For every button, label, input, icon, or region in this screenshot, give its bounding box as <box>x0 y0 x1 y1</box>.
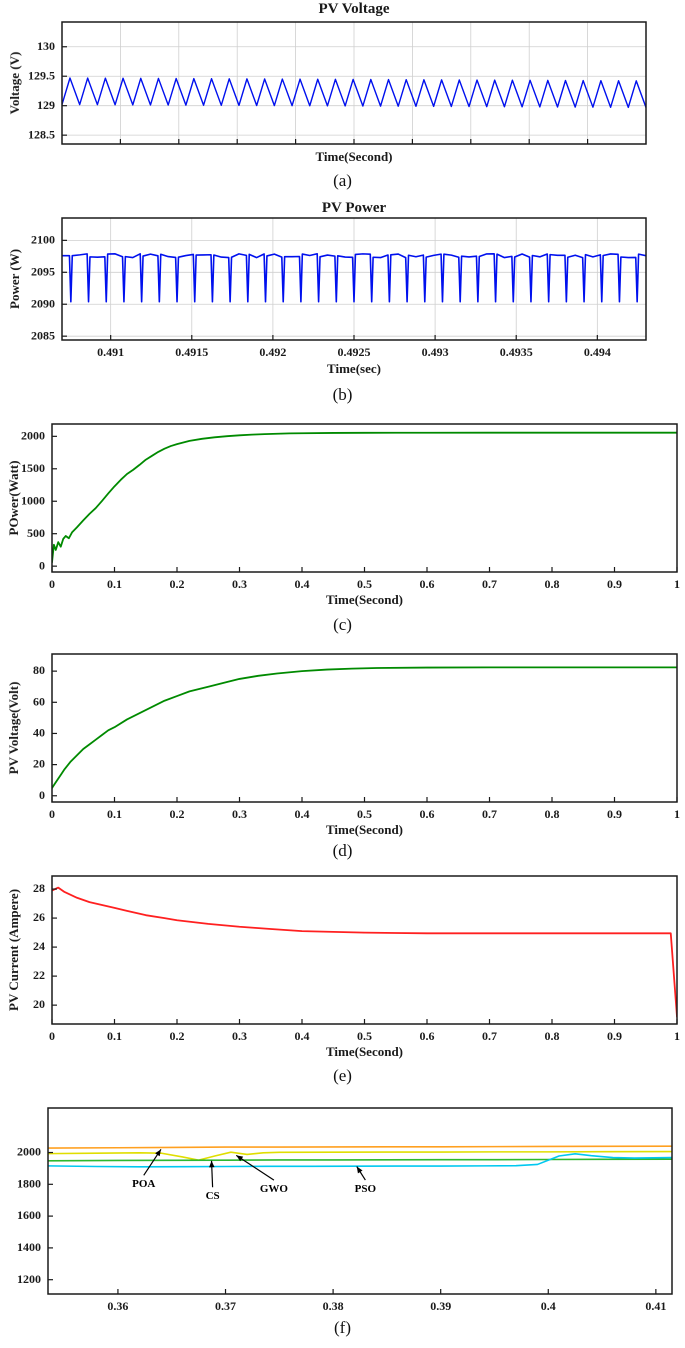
panel-b-plot-canvas <box>0 200 685 412</box>
panel-e-xlabel: Time(Second) <box>325 1044 404 1059</box>
panel-e-ylabel: PV Current (Ampere) <box>6 888 21 1012</box>
panel-f-caption: (f) <box>334 1318 351 1337</box>
panel-c-caption: (c) <box>333 615 352 634</box>
panel-c-plot-canvas <box>0 412 685 644</box>
panel-c-ylabel: POwer(Watt) <box>6 460 21 536</box>
panel-d-caption: (d) <box>332 841 353 860</box>
panel-a-title: PV Voltage <box>318 1 390 17</box>
panel-b-caption: (b) <box>332 385 353 404</box>
panel-b: PV Power Power (W) Time(sec) (b) <box>0 200 685 412</box>
panel-b-ylabel: Power (W) <box>7 248 22 310</box>
panel-e-caption: (e) <box>333 1066 352 1085</box>
panel-c-xlabel: Time(Second) <box>325 592 404 607</box>
panel-a-plot-canvas <box>0 0 685 200</box>
panel-e-plot-canvas <box>0 866 685 1094</box>
panel-f-plot-canvas <box>0 1094 685 1348</box>
panel-f: (f) <box>0 1094 685 1348</box>
panel-d-plot-canvas <box>0 644 685 866</box>
panel-a-caption: (a) <box>333 171 352 190</box>
panel-b-xlabel: Time(sec) <box>327 361 381 376</box>
panel-d-xlabel: Time(Second) <box>325 822 404 837</box>
panel-e: PV Current (Ampere) Time(Second) (e) <box>0 866 685 1094</box>
panel-d-ylabel: PV Voltage(Volt) <box>6 681 21 775</box>
panel-a-ylabel: Voltage (V) <box>7 51 22 115</box>
panel-c: POwer(Watt) Time(Second) (c) <box>0 412 685 644</box>
panel-a: PV Voltage Voltage (V) Time(Second) (a) <box>0 0 685 200</box>
panel-d: PV Voltage(Volt) Time(Second) (d) <box>0 644 685 866</box>
panel-a-xlabel: Time(Second) <box>315 149 393 164</box>
panel-b-title: PV Power <box>321 200 387 216</box>
